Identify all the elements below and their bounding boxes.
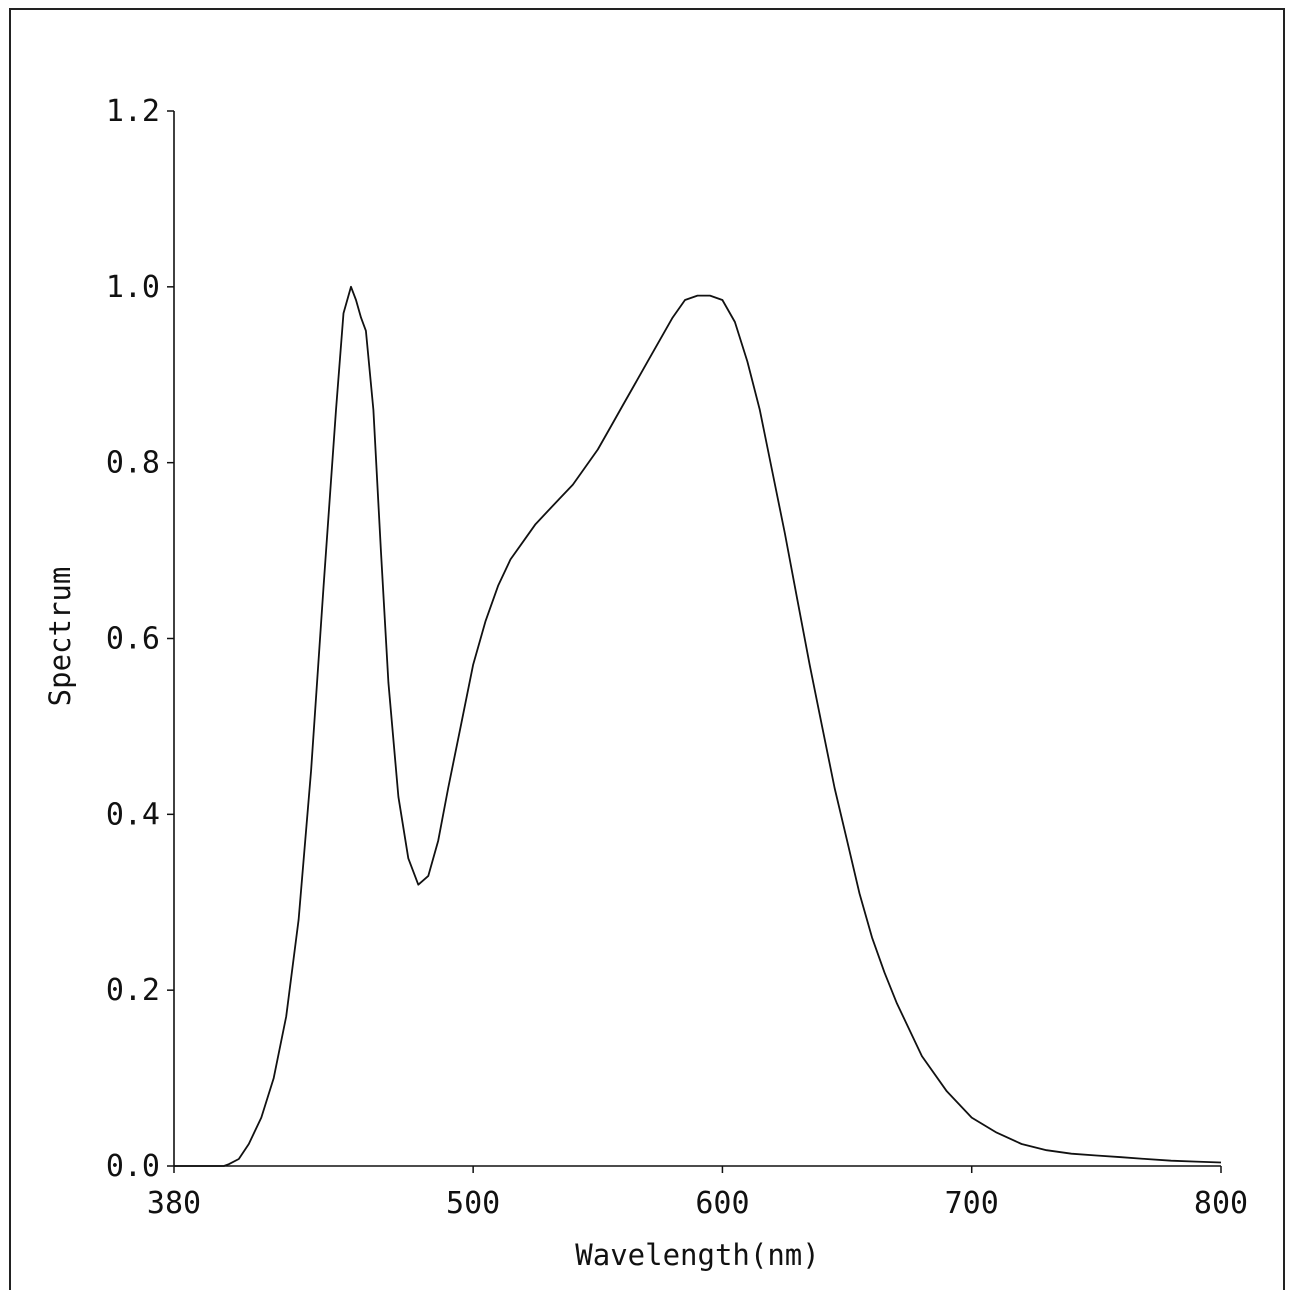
x-tick-label: 380: [147, 1186, 201, 1221]
x-ticks: 380 500 600 700 800: [147, 1166, 1248, 1221]
y-tick-label: 1.0: [106, 270, 160, 305]
y-axis-title: Spectrum: [43, 567, 77, 707]
y-tick-label: 0.6: [106, 622, 160, 657]
y-tick-label: 1.2: [106, 94, 160, 129]
x-tick-label: 800: [1194, 1186, 1248, 1221]
y-tick-label: 0.0: [106, 1149, 160, 1184]
x-axis-title: Wavelength(nm): [575, 1238, 819, 1272]
y-tick-label: 0.2: [106, 973, 160, 1008]
x-tick-label: 700: [945, 1186, 999, 1221]
x-tick-label: 600: [695, 1186, 749, 1221]
x-tick-label: 500: [446, 1186, 500, 1221]
y-tick-label: 0.4: [106, 797, 160, 832]
y-ticks: 0.0 0.2 0.4 0.6 0.8 1.0 1.2: [106, 94, 174, 1184]
y-tick-label: 0.8: [106, 446, 160, 481]
spectrum-line: [174, 287, 1221, 1166]
